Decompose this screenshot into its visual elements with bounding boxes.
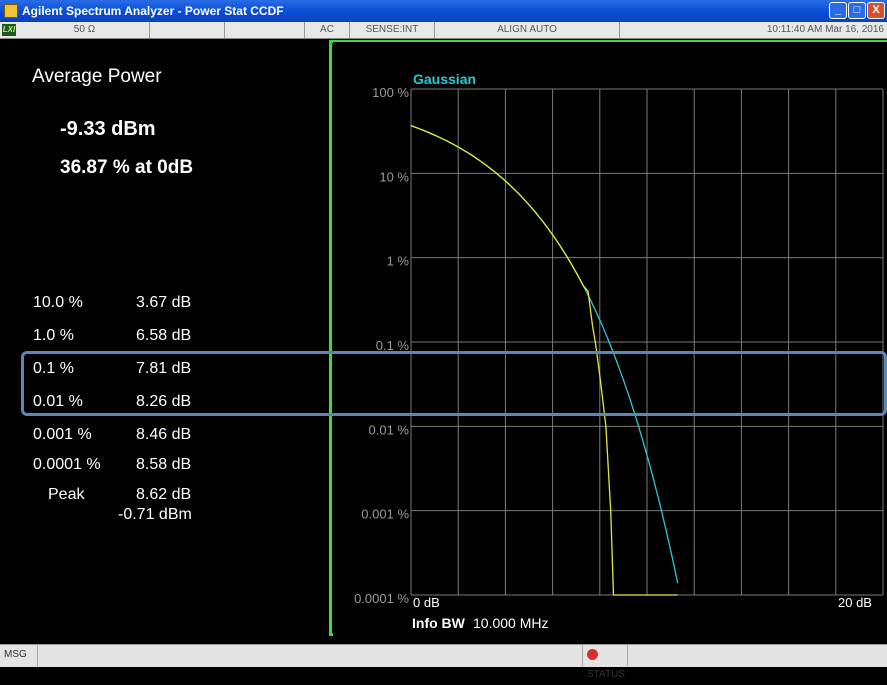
peak-label: Peak: [48, 486, 85, 503]
ccdf-row-pct: 0.01 %: [33, 393, 83, 410]
ccdf-row-db: 8.58 dB: [136, 456, 192, 473]
y-tick-label: 100 %: [372, 85, 409, 100]
ccdf-row-db: 8.46 dB: [136, 426, 192, 443]
window-title: Agilent Spectrum Analyzer - Power Stat C…: [22, 4, 284, 18]
datetime: 10:11:40 AM Mar 16, 2016: [766, 24, 884, 35]
minimize-button[interactable]: _: [829, 2, 847, 19]
status-button[interactable]: STATUS: [583, 645, 628, 680]
y-tick-label: 0.0001 %: [354, 591, 409, 606]
graph-grid: [410, 88, 884, 596]
y-tick-label: 0.1 %: [376, 338, 410, 353]
ccdf-row-db: 6.58 dB: [136, 327, 192, 344]
measured-trace: [410, 124, 678, 596]
y-tick-label: 0.001 %: [361, 507, 409, 522]
ccdf-row-pct: 0.001 %: [33, 426, 92, 443]
ccdf-row-db: 7.81 dB: [136, 360, 192, 377]
sense-indicator: SENSE:INT: [350, 22, 435, 38]
impedance-indicator: 50 Ω: [20, 22, 150, 38]
gaussian-trace-label: Gaussian: [413, 71, 476, 87]
ccdf-row-db: 3.67 dB: [136, 294, 192, 311]
ccdf-row-pct: 0.0001 %: [33, 456, 101, 473]
ccdf-graph: 100 % 10 % 1 % 0.1 % 0.01 % 0.001 % 0.0001 % G…: [354, 71, 884, 631]
ccdf-row-pct: 10.0 %: [33, 294, 83, 311]
y-tick-labels: 100 % 10 % 1 % 0.1 % 0.01 % 0.001 % 0.0001 %: [354, 85, 409, 606]
average-power-value: -9.33 dBm: [60, 118, 156, 140]
status-label: STATUS: [587, 669, 625, 680]
percent-at-0db: 36.87 % at 0dB: [60, 157, 194, 178]
ccdf-row-pct: 1.0 %: [33, 327, 74, 344]
status-error-icon: [587, 648, 598, 660]
info-bw-value: 10.000 MHz: [473, 615, 548, 631]
info-bw-label: Info BW: [412, 615, 466, 631]
maximize-button[interactable]: □: [848, 2, 866, 19]
ccdf-row-db: 8.26 dB: [136, 393, 192, 410]
graph-frame-top: [329, 40, 887, 43]
highlight-box: [21, 351, 887, 416]
y-tick-label: 10 %: [379, 169, 409, 184]
status-cell-blank: [225, 22, 305, 38]
window-titlebar: Agilent Spectrum Analyzer - Power Stat C…: [0, 0, 887, 22]
x-end-label: 20 dB: [838, 595, 872, 610]
graph-frame-left: [329, 40, 332, 636]
y-tick-label: 1 %: [387, 254, 410, 269]
peak-dbm: -0.71 dBm: [118, 506, 192, 523]
message-area: [38, 645, 583, 667]
msg-label: MSG: [0, 645, 38, 667]
close-button[interactable]: X: [867, 2, 885, 19]
status-bar: LXI 50 Ω AC SENSE:INT ALIGN AUTO 10:11:4…: [0, 22, 887, 39]
y-tick-label: 0.01 %: [369, 422, 410, 437]
ccdf-row-pct: 0.1 %: [33, 360, 74, 377]
app-icon: [4, 4, 18, 18]
coupling-indicator: AC: [305, 22, 350, 38]
results-panel: Average Power -9.33 dBm 36.87 % at 0dB 1…: [6, 40, 326, 636]
average-power-label: Average Power: [32, 66, 162, 87]
ccdf-graph-panel: 100 % 10 % 1 % 0.1 % 0.01 % 0.001 % 0.0001 % G…: [333, 42, 887, 636]
x-start-label: 0 dB: [413, 595, 440, 610]
peak-db: 8.62 dB: [136, 486, 192, 503]
lxi-icon: LXI: [2, 24, 16, 36]
status-cell-blank: [150, 22, 225, 38]
message-bar: MSG STATUS: [0, 644, 887, 680]
align-indicator: ALIGN AUTO: [435, 22, 620, 38]
